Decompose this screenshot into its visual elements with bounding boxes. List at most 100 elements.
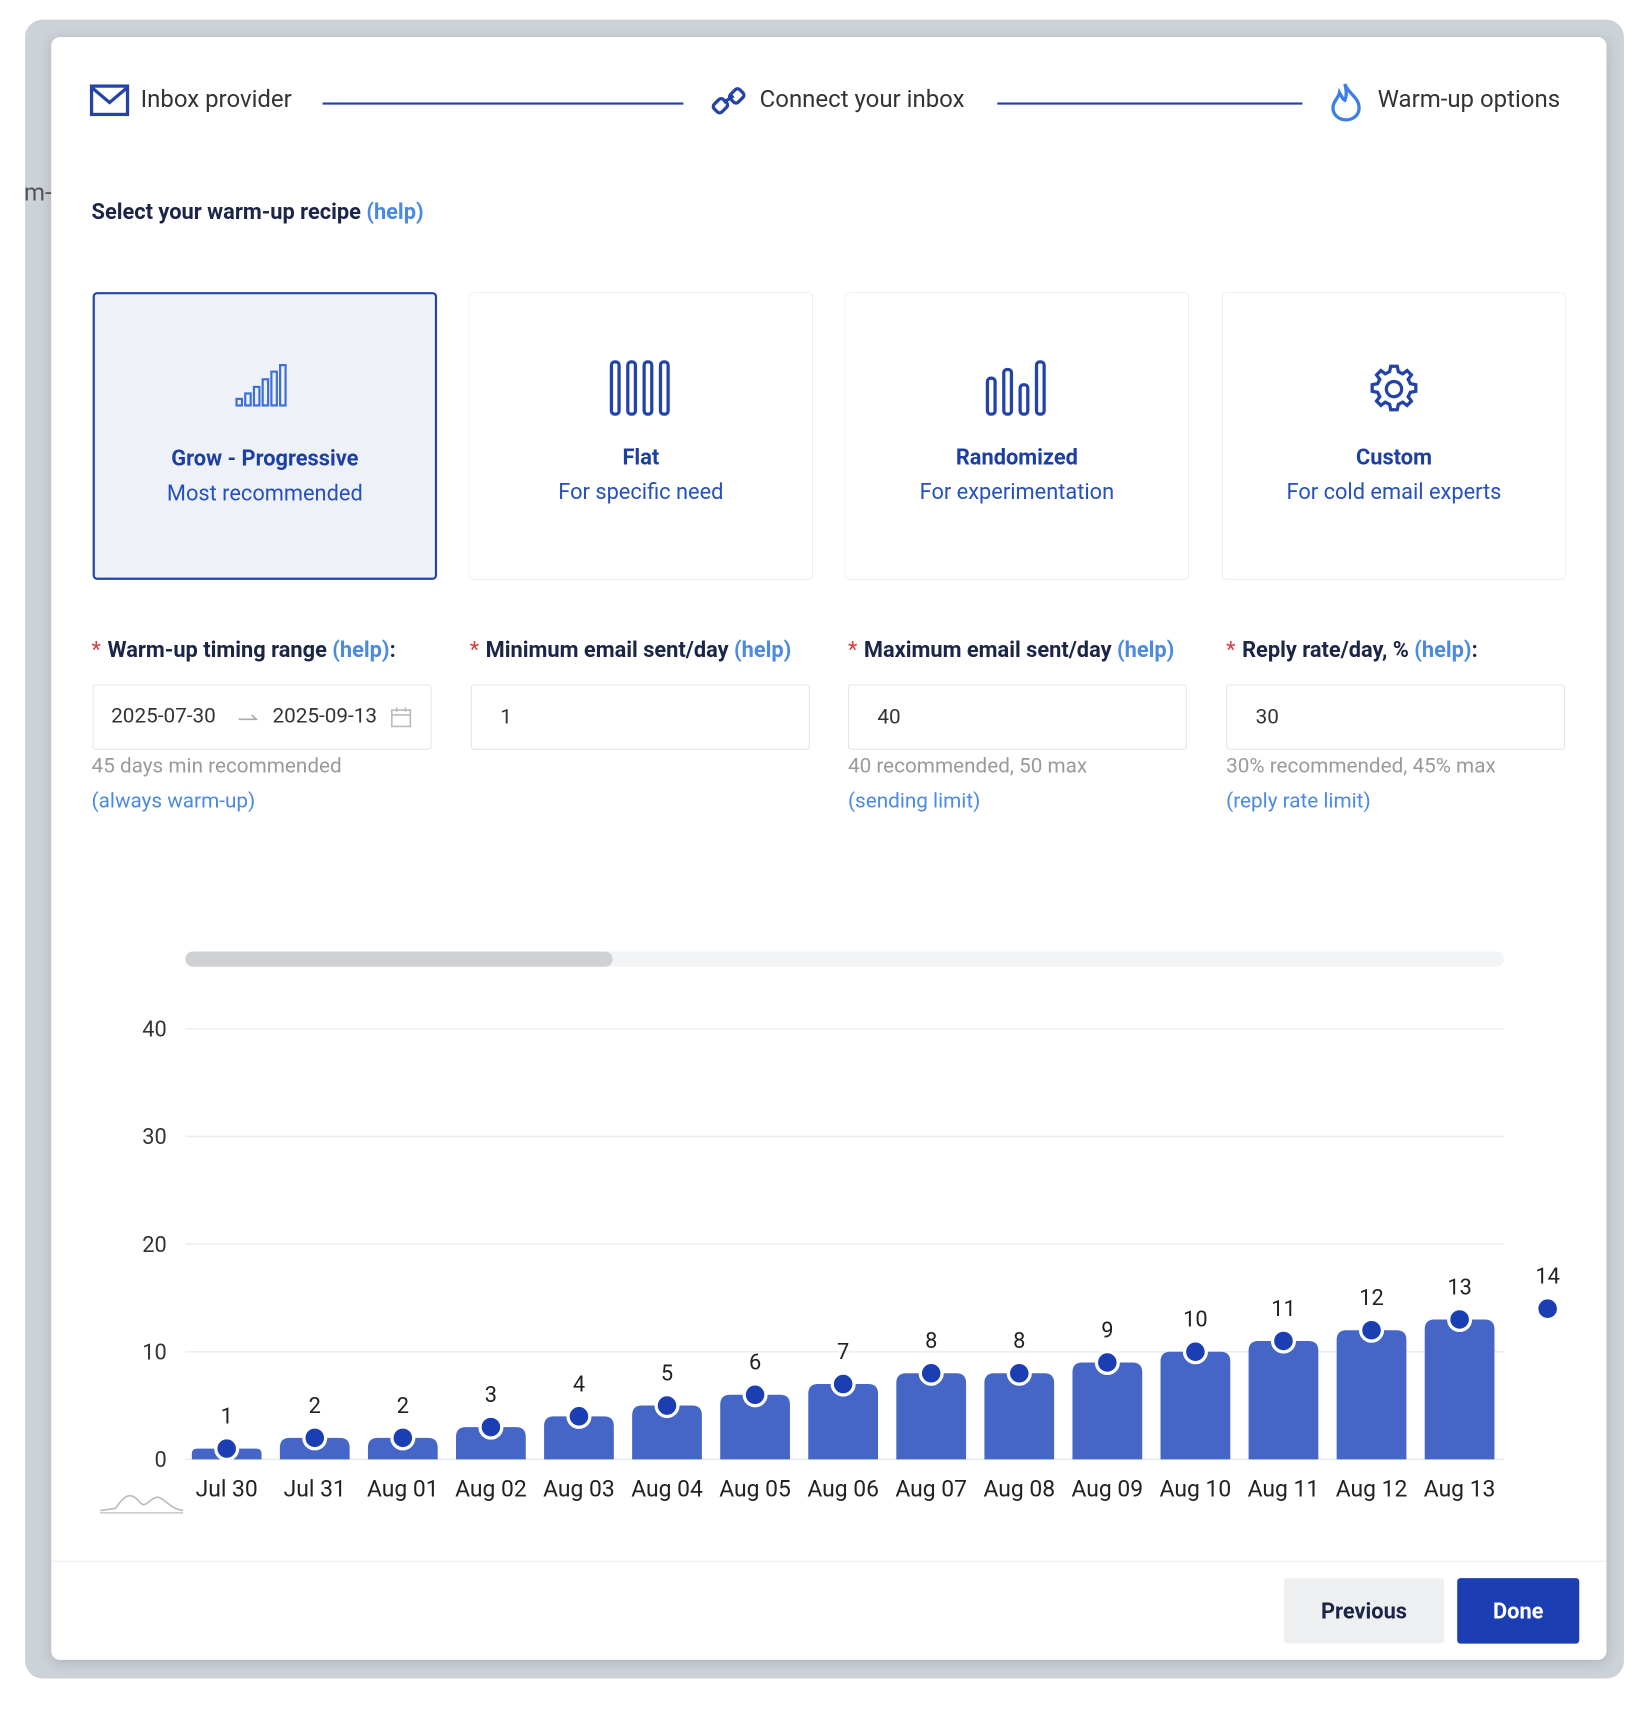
- recipe-subtitle: Most recommended: [166, 479, 363, 506]
- input-value: 40: [877, 704, 901, 730]
- recipe-card[interactable]: Randomized For experimentation: [844, 292, 1190, 580]
- recipe-subtitle: For cold email experts: [1286, 478, 1502, 505]
- data-label: 2: [397, 1394, 409, 1419]
- y-tick-label: 30: [142, 1125, 166, 1150]
- recipe-title: Flat: [622, 443, 660, 470]
- data-label: 4: [573, 1372, 585, 1397]
- data-label: 5: [661, 1361, 673, 1386]
- heading-text: Select your warm-up recipe: [91, 198, 361, 225]
- scrollbar-thumb[interactable]: [185, 951, 613, 967]
- recipe-icon: [1370, 364, 1418, 412]
- point: [302, 1425, 328, 1451]
- hint-link[interactable]: (always warm-up): [91, 787, 256, 814]
- link-icon: [711, 87, 746, 115]
- bar: [1072, 1362, 1143, 1460]
- bar: [632, 1405, 702, 1460]
- step-label: Connect your inbox: [759, 86, 965, 114]
- required-mark: *: [469, 636, 480, 663]
- recipe-icon: [985, 360, 1046, 416]
- arrow-icon: [238, 714, 259, 721]
- recipe-subtitle: For specific need: [558, 478, 724, 505]
- data-label: 1: [221, 1405, 233, 1430]
- x-tick-label: Aug 03: [543, 1475, 615, 1502]
- text-input[interactable]: 1: [470, 684, 810, 750]
- previous-button[interactable]: Previous: [1283, 1578, 1445, 1644]
- bar: [456, 1427, 526, 1460]
- input-value: 30: [1255, 704, 1279, 730]
- point: [1535, 1296, 1561, 1322]
- label-text: Warm-up timing range: [107, 636, 327, 663]
- label-text: Minimum email sent/day: [485, 636, 729, 663]
- bar: [984, 1373, 1055, 1460]
- point: [1182, 1339, 1208, 1365]
- label-suffix: :: [389, 636, 396, 663]
- data-label: 3: [485, 1383, 497, 1408]
- bar: [1424, 1319, 1495, 1460]
- y-tick-label: 20: [142, 1233, 166, 1258]
- calendar-icon: [391, 707, 412, 728]
- point: [1447, 1306, 1473, 1332]
- field-hint: 30% recommended, 45% max: [1226, 753, 1496, 779]
- x-tick-label: Aug 08: [983, 1475, 1055, 1502]
- y-tick-label: 40: [142, 1017, 166, 1042]
- x-tick-label: Aug 07: [895, 1475, 967, 1502]
- bar: [544, 1416, 614, 1460]
- label-text: Reply rate/day, %: [1242, 636, 1409, 663]
- point: [390, 1425, 416, 1451]
- data-label: 2: [309, 1394, 321, 1419]
- x-tick-label: Jul 30: [196, 1475, 258, 1502]
- footer-divider: [51, 1560, 1607, 1562]
- label-text: Maximum email sent/day: [863, 636, 1112, 663]
- step-connector: [997, 102, 1303, 105]
- bar: [1160, 1351, 1231, 1460]
- recipe-card[interactable]: Custom For cold email experts: [1221, 292, 1567, 580]
- point: [918, 1360, 944, 1386]
- section-heading: Select your warm-up recipe (help): [92, 198, 424, 224]
- point: [566, 1403, 592, 1429]
- y-tick-label: 10: [142, 1340, 166, 1365]
- recipe-icon: [235, 364, 287, 407]
- x-tick-label: Aug 06: [807, 1475, 879, 1502]
- point: [1094, 1349, 1120, 1376]
- text-input[interactable]: 40: [847, 684, 1187, 750]
- help-link[interactable]: (help): [734, 636, 792, 663]
- help-link[interactable]: (help): [1116, 636, 1175, 663]
- text-input[interactable]: 30: [1226, 684, 1566, 750]
- point: [654, 1393, 680, 1419]
- data-label: 14: [1535, 1265, 1559, 1290]
- y-tick-label: 0: [155, 1448, 167, 1473]
- step-label: Inbox provider: [140, 86, 292, 114]
- point: [478, 1414, 504, 1440]
- recipe-card[interactable]: Flat For specific need: [468, 292, 814, 580]
- data-label: 6: [749, 1351, 761, 1376]
- recipe-subtitle: For experimentation: [919, 478, 1115, 505]
- bar: [808, 1384, 879, 1460]
- hint-link[interactable]: (sending limit): [847, 787, 981, 814]
- recipe-title: Randomized: [955, 443, 1078, 470]
- field-label: * Minimum email sent/day (help): [470, 637, 792, 663]
- data-label: 11: [1271, 1297, 1295, 1322]
- help-link[interactable]: (help): [1414, 636, 1472, 663]
- bar: [720, 1394, 790, 1460]
- required-mark: *: [847, 636, 858, 663]
- x-tick-label: Jul 31: [284, 1475, 346, 1502]
- x-tick-label: Aug 01: [367, 1475, 439, 1502]
- recipe-card[interactable]: Grow - Progressive Most recommended: [92, 292, 438, 580]
- done-button[interactable]: Done: [1457, 1578, 1580, 1644]
- field-hint: 45 days min recommended: [91, 753, 342, 779]
- data-label: 12: [1359, 1286, 1383, 1311]
- help-link[interactable]: (help): [332, 636, 390, 663]
- field-hint: 40 recommended, 50 max: [847, 753, 1088, 779]
- help-link[interactable]: (help): [366, 198, 424, 225]
- point: [830, 1371, 856, 1397]
- mail-icon: [89, 84, 130, 117]
- point: [1270, 1328, 1297, 1354]
- bar: [1336, 1330, 1407, 1460]
- hint-link[interactable]: (reply rate limit): [1226, 787, 1371, 814]
- recipe-icon: [609, 360, 670, 416]
- date-range-input[interactable]: 2025-07-30 2025-09-13: [92, 684, 432, 750]
- x-tick-label: Aug 11: [1248, 1475, 1320, 1502]
- x-tick-label: Aug 12: [1336, 1475, 1408, 1502]
